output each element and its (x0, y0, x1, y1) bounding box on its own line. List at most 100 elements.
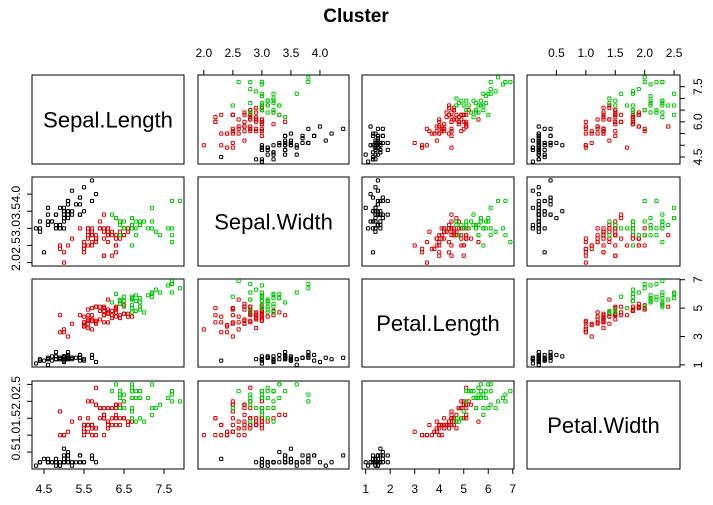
data-point-cluster-3 (503, 399, 508, 404)
data-point-cluster-3 (486, 219, 491, 224)
data-point-cluster-3 (271, 405, 276, 411)
data-point-cluster-3 (129, 226, 135, 231)
right-tick-label: 7 (691, 276, 705, 283)
data-point-cluster-3 (473, 395, 479, 401)
data-point-cluster-1 (375, 222, 381, 228)
data-point-cluster-2 (464, 112, 469, 117)
data-point-cluster-2 (601, 126, 606, 131)
data-point-cluster-2 (93, 426, 99, 431)
data-point-cluster-1 (560, 354, 565, 359)
data-point-cluster-2 (85, 243, 91, 248)
data-point-cluster-2 (105, 320, 111, 325)
data-point-cluster-2 (259, 419, 264, 424)
data-point-cluster-3 (137, 296, 143, 301)
data-point-cluster-1 (373, 205, 378, 210)
data-point-cluster-3 (137, 395, 143, 401)
data-point-cluster-1 (530, 205, 535, 210)
data-point-cluster-1 (65, 215, 71, 221)
data-point-cluster-2 (454, 117, 459, 122)
data-point-cluster-1 (536, 145, 541, 150)
data-point-cluster-3 (230, 405, 235, 411)
data-point-cluster-2 (437, 243, 442, 248)
data-point-cluster-1 (294, 145, 299, 150)
data-point-cluster-3 (259, 93, 264, 99)
data-point-cluster-3 (454, 416, 459, 421)
data-point-cluster-3 (133, 293, 139, 298)
data-point-cluster-3 (145, 395, 151, 401)
data-point-cluster-2 (248, 318, 253, 323)
data-point-cluster-2 (613, 129, 618, 134)
data-point-cluster-1 (375, 212, 381, 217)
data-point-cluster-2 (57, 409, 63, 414)
data-point-cluster-2 (636, 236, 641, 241)
data-point-cluster-3 (493, 405, 498, 411)
data-point-cluster-2 (434, 426, 439, 431)
data-point-cluster-3 (471, 395, 476, 401)
top-tick-label: 1.0 (578, 46, 595, 60)
data-point-cluster-1 (77, 202, 83, 207)
data-point-cluster-3 (265, 103, 270, 108)
data-point-cluster-2 (636, 306, 641, 311)
data-point-cluster-1 (373, 229, 378, 234)
data-point-cluster-2 (113, 314, 119, 319)
data-point-cluster-1 (366, 226, 371, 231)
data-point-cluster-1 (259, 159, 264, 164)
data-point-cluster-3 (471, 212, 476, 217)
data-point-cluster-3 (478, 98, 483, 103)
data-point-cluster-3 (129, 416, 135, 421)
data-point-cluster-1 (33, 226, 39, 231)
data-point-cluster-3 (648, 82, 653, 87)
data-point-cluster-2 (601, 325, 606, 331)
data-point-cluster-2 (454, 426, 459, 431)
data-point-cluster-2 (265, 314, 270, 319)
data-point-cluster-2 (242, 124, 247, 129)
data-point-cluster-2 (61, 260, 67, 265)
data-point-cluster-1 (542, 357, 547, 362)
data-point-cluster-3 (607, 101, 612, 106)
data-point-cluster-3 (149, 382, 155, 387)
data-point-cluster-2 (253, 422, 259, 428)
data-point-cluster-2 (93, 239, 99, 245)
data-point-cluster-2 (105, 307, 111, 312)
data-point-cluster-1 (536, 222, 541, 228)
data-point-cluster-3 (153, 405, 159, 411)
data-point-cluster-2 (129, 419, 135, 424)
data-point-cluster-2 (595, 126, 600, 131)
data-point-cluster-2 (476, 239, 481, 245)
data-point-cluster-2 (125, 226, 131, 231)
data-point-cluster-2 (248, 115, 253, 120)
data-point-cluster-2 (253, 315, 259, 321)
data-point-cluster-3 (137, 222, 143, 228)
data-point-cluster-2 (85, 317, 91, 322)
data-point-cluster-1 (378, 150, 383, 155)
data-point-cluster-1 (288, 456, 294, 461)
data-point-cluster-3 (654, 198, 659, 204)
data-point-cluster-1 (530, 145, 535, 150)
data-point-cluster-3 (248, 290, 253, 295)
data-point-cluster-2 (434, 138, 439, 143)
data-point-cluster-2 (109, 229, 115, 234)
data-point-cluster-2 (230, 129, 235, 134)
data-point-cluster-3 (129, 405, 135, 411)
data-point-cluster-1 (373, 157, 378, 162)
data-point-cluster-3 (259, 412, 264, 417)
data-point-cluster-2 (469, 236, 474, 241)
data-point-cluster-2 (434, 129, 439, 134)
data-point-cluster-2 (113, 233, 119, 238)
data-point-cluster-1 (288, 358, 294, 363)
data-point-cluster-3 (464, 98, 469, 103)
data-point-cluster-2 (101, 405, 107, 411)
data-point-cluster-3 (630, 103, 636, 108)
top-tick-label: 1.5 (607, 46, 624, 60)
data-point-cluster-2 (230, 334, 235, 339)
data-point-cluster-2 (461, 416, 466, 421)
data-point-cluster-2 (259, 416, 264, 421)
data-point-cluster-2 (259, 105, 264, 110)
data-point-cluster-2 (109, 315, 115, 321)
data-point-cluster-3 (648, 222, 653, 228)
data-point-cluster-2 (437, 250, 442, 255)
data-point-cluster-3 (500, 395, 506, 401)
data-point-cluster-2 (259, 317, 264, 322)
data-point-cluster-3 (117, 405, 123, 411)
data-point-cluster-2 (259, 119, 264, 124)
